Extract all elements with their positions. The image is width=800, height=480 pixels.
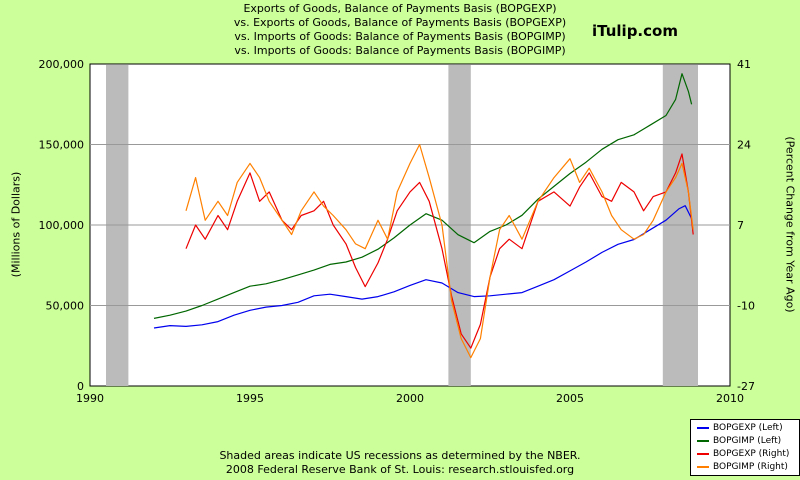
y-tick-right-0: -27 — [737, 380, 755, 393]
footer-note: Shaded areas indicate US recessions as d… — [219, 449, 581, 462]
y-tick-left-1: 50,000 — [46, 300, 85, 313]
footer-source: 2008 Federal Reserve Bank of St. Louis: … — [225, 463, 575, 476]
y-tick-right-4: 41 — [737, 58, 751, 71]
legend-item-bopgimp-left: BOPGIMP (Left) — [697, 435, 781, 447]
x-tick-0: 1990 — [76, 392, 104, 405]
x-tick-3: 2005 — [556, 392, 584, 405]
y-tick-left-2: 100,000 — [39, 219, 85, 232]
y-tick-right-2: 7 — [737, 219, 744, 232]
chart-title-line-2: vs. Exports of Goods, Balance of Payment… — [233, 16, 567, 29]
series-line-0 — [153, 205, 693, 329]
x-tick-1: 1995 — [236, 392, 264, 405]
chart-title-line-4: vs. Imports of Goods: Balance of Payment… — [234, 44, 566, 57]
legend-swatch-red — [697, 452, 709, 455]
legend-swatch-blue — [697, 426, 709, 429]
y-tick-left-0: 0 — [77, 380, 84, 393]
legend-swatch-orange — [697, 465, 709, 468]
y-tick-right-1: -10 — [737, 300, 755, 313]
x-tick-2: 2000 — [396, 392, 424, 405]
legend-item-bopgimp-right: BOPGIMP (Right) — [697, 461, 788, 473]
y-tick-left-3: 150,000 — [39, 139, 85, 152]
legend-item-bopgexp-right: BOPGEXP (Right) — [697, 448, 789, 460]
series-line-2 — [185, 153, 694, 349]
y-tick-right-3: 24 — [737, 139, 751, 152]
legend-swatch-green — [697, 439, 709, 442]
legend: BOPGEXP (Left) BOPGIMP (Left) BOPGEXP (R… — [690, 419, 800, 476]
chart-title-line-3: vs. Imports of Goods: Balance of Payment… — [234, 30, 566, 43]
series-line-1 — [153, 73, 693, 319]
series-line-3 — [185, 143, 694, 359]
legend-item-bopgexp-left: BOPGEXP (Left) — [697, 422, 783, 434]
x-tick-4: 2010 — [716, 392, 744, 405]
chart-title-line-1: Exports of Goods, Balance of Payments Ba… — [243, 2, 557, 15]
y-tick-left-4: 200,000 — [39, 58, 85, 71]
brand-label: iTulip.com — [592, 22, 678, 40]
